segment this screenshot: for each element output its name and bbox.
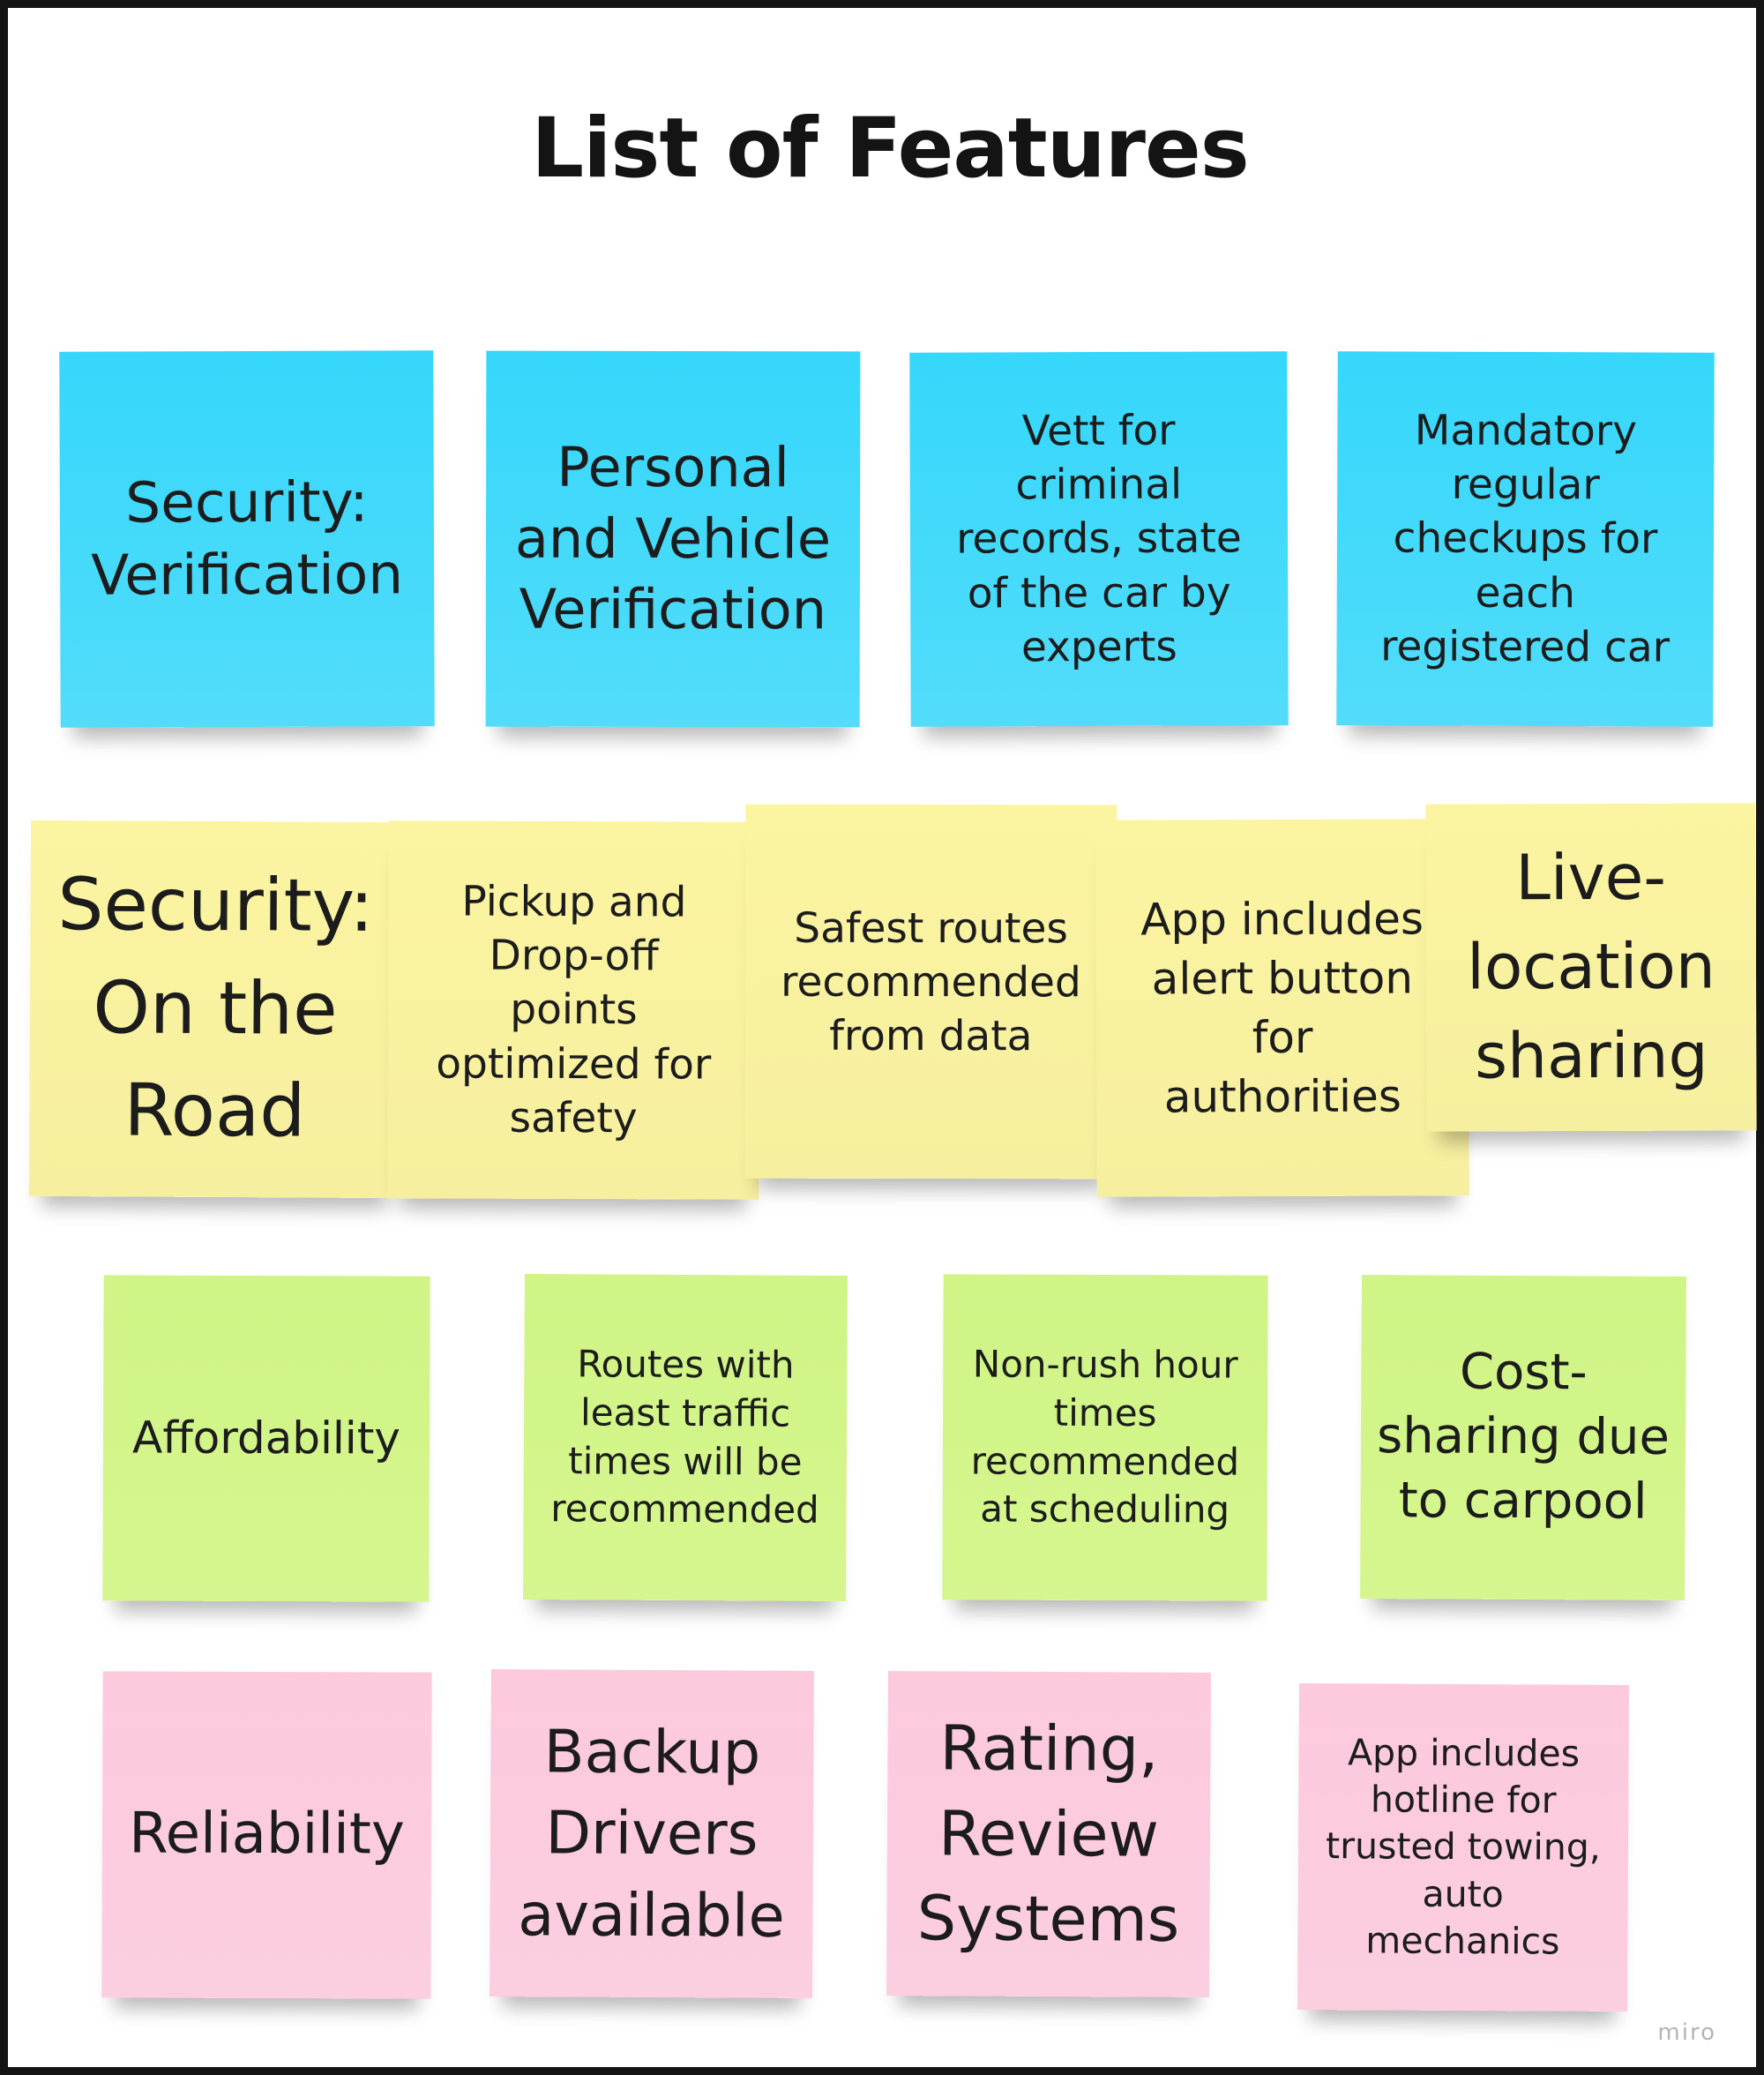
sticky-note-backup-drivers[interactable]: Backup Drivers available (490, 1669, 814, 1998)
sticky-note-affordability[interactable]: Affordability (102, 1275, 430, 1602)
sticky-note-personal-vehicle-verification[interactable]: Personal and Vehicle Verification (485, 350, 861, 728)
sticky-note-reliability[interactable]: Reliability (101, 1671, 432, 1999)
sticky-note-text: Safest routes recommended from data (781, 903, 1081, 1061)
sticky-note-rating-review[interactable]: Rating, Review Systems (886, 1671, 1211, 1997)
sticky-note-text: App includes hotline for trusted towing,… (1325, 1731, 1602, 1963)
sticky-note-pickup-dropoff[interactable]: Pickup and Drop-off points optimized for… (387, 820, 760, 1200)
sticky-note-hotline-towing[interactable]: App includes hotline for trusted towing,… (1297, 1683, 1629, 2011)
sticky-note-text: Live- location sharing (1466, 840, 1716, 1093)
sticky-note-alert-button[interactable]: App includes alert button for authoritie… (1095, 819, 1469, 1197)
sticky-note-vett-criminal-records[interactable]: Vett for criminal records, state of the … (909, 351, 1289, 727)
sticky-note-text: Backup Drivers available (518, 1717, 785, 1951)
sticky-note-text: Non-rush hour times recommended at sched… (970, 1342, 1240, 1532)
sticky-note-text: App includes alert button for authoritie… (1140, 892, 1424, 1122)
sticky-note-text: Personal and Vehicle Verification (514, 434, 832, 642)
sticky-note-text: Cost- sharing due to carpool (1376, 1343, 1671, 1531)
sticky-note-text: Security: Verification (91, 469, 404, 608)
sticky-note-text: Reliability (129, 1801, 405, 1868)
sticky-note-text: Mandatory regular checkups for each regi… (1380, 406, 1671, 672)
sticky-note-security-verification[interactable]: Security: Verification (59, 350, 435, 728)
sticky-note-text: Pickup and Drop-off points optimized for… (436, 877, 712, 1142)
page-title: List of Features (531, 101, 1249, 197)
sticky-note-security-on-the-road[interactable]: Security: On the Road (28, 820, 402, 1199)
sticky-note-mandatory-checkups[interactable]: Mandatory regular checkups for each regi… (1336, 351, 1715, 727)
sticky-note-text: Routes with least traffic times will be … (550, 1342, 819, 1532)
sticky-note-text: Rating, Review Systems (916, 1712, 1180, 1957)
miro-watermark: miro (1657, 2019, 1716, 2046)
sticky-note-non-rush-hour[interactable]: Non-rush hour times recommended at sched… (942, 1274, 1268, 1601)
sticky-note-least-traffic-routes[interactable]: Routes with least traffic times will be … (523, 1274, 848, 1601)
sticky-note-live-location-sharing[interactable]: Live- location sharing (1425, 803, 1757, 1132)
sticky-note-cost-sharing[interactable]: Cost- sharing due to carpool (1360, 1275, 1686, 1600)
sticky-note-text: Affordability (131, 1412, 401, 1464)
sticky-note-safest-routes[interactable]: Safest routes recommended from data (744, 804, 1117, 1180)
sticky-note-text: Security: On the Road (57, 863, 375, 1154)
sticky-note-text: Vett for criminal records, state of the … (956, 406, 1242, 671)
